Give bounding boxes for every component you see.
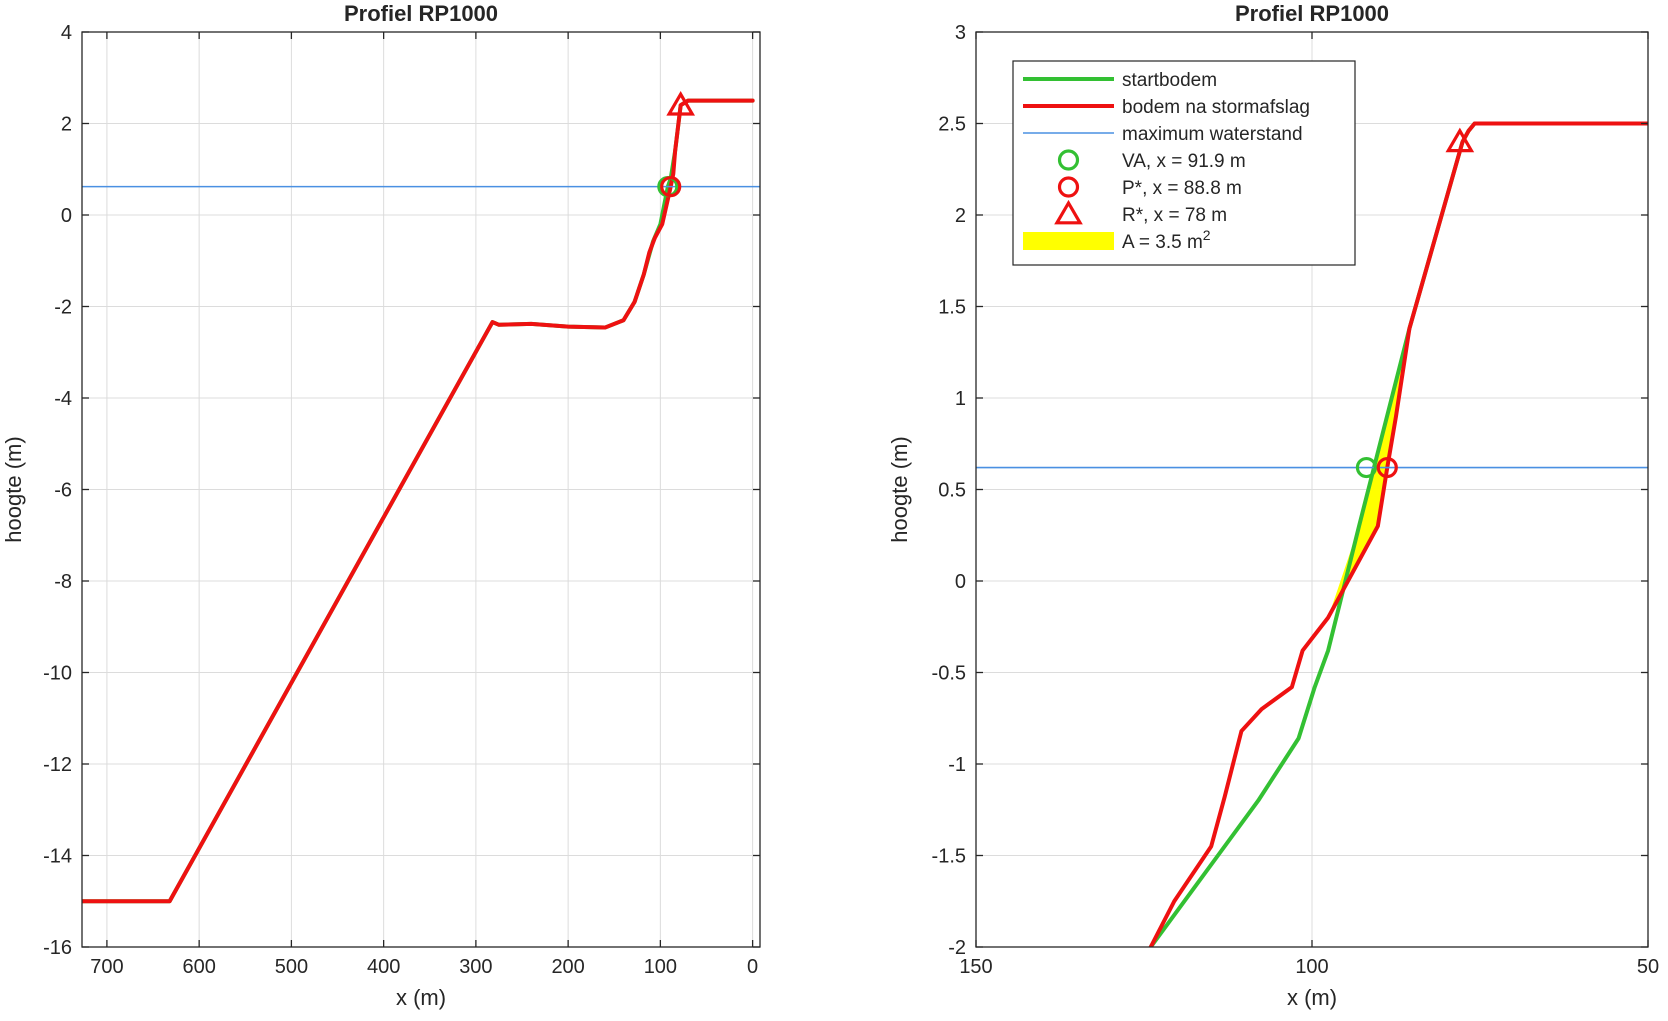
x-tick-label: 400	[367, 956, 400, 978]
x-tick-label: 600	[182, 956, 215, 978]
x-axis-label: x (m)	[396, 985, 446, 1010]
x-tick-label: 100	[644, 956, 677, 978]
y-tick-label: -1	[948, 754, 966, 776]
legend-label-text: P*, x = 88.8 m	[1122, 178, 1242, 199]
right-plot-panel: 150 100 50 -2 -1.5 -1 -0.5 0 0.5 1 1.5 2 2.5 3 Profiel…	[887, 1, 1659, 1010]
legend-label: bodem na stormafslag	[1122, 97, 1310, 118]
y-tick-label: 2.5	[938, 114, 966, 136]
y-tick-label: -2	[948, 937, 966, 959]
legend-label-text: startbodem	[1122, 70, 1217, 91]
legend-box	[1012, 60, 1356, 266]
chart-title: Profiel RP1000	[344, 1, 498, 26]
x-axis-label: x (m)	[1287, 985, 1337, 1010]
left-plot-panel: 700 600 500 400 300 200 100 0 -16 -14 -12 -10 -8 -6 -4…	[1, 1, 761, 1010]
y-tick-label: 4	[61, 22, 72, 44]
y-tick-label: -16	[43, 937, 72, 959]
legend-circle-marker	[1057, 176, 1080, 198]
legend-triangle-marker	[1054, 199, 1083, 225]
legend-label: maximum waterstand	[1122, 124, 1303, 145]
marker-pstar	[660, 176, 682, 198]
data-layer	[976, 121, 1648, 947]
marker-rstar	[666, 91, 696, 116]
y-tick-label: 2	[61, 114, 72, 136]
legend-label-superscript: 2	[1203, 227, 1211, 243]
x-tick-label: 500	[275, 956, 308, 978]
legend-area-swatch	[1023, 232, 1114, 250]
y-tick-label: -4	[54, 388, 72, 410]
x-tick-label: 100	[1295, 956, 1328, 978]
legend-label-text: VA, x = 91.9 m	[1122, 151, 1246, 172]
y-tick-label: 1.5	[938, 297, 966, 319]
y-tick-label: -2	[54, 297, 72, 319]
y-tick-label: 0	[955, 571, 966, 593]
y-tick-label: 0	[61, 205, 72, 227]
y-axis-label: hoogte (m)	[1, 436, 26, 542]
y-tick-label: -0.5	[932, 663, 966, 685]
legend-label: VA, x = 91.9 m	[1122, 151, 1246, 172]
y-tick-label: 1	[955, 388, 966, 410]
y-tick-label: -12	[43, 754, 72, 776]
marker-va	[1355, 456, 1378, 479]
y-tick-label: 0.5	[938, 480, 966, 502]
legend: startbodem bodem na stormafslag maximum wa…	[1012, 60, 1356, 266]
legend-label-text: R*, x = 78 m	[1122, 205, 1227, 226]
y-tick-label: -14	[43, 846, 72, 868]
marker-pstar	[1376, 456, 1398, 479]
data-layer	[82, 91, 760, 904]
marker-rstar	[1445, 127, 1475, 153]
legend-label: R*, x = 78 m	[1122, 205, 1227, 226]
y-tick-label: -1.5	[932, 846, 966, 868]
legend-label-text: maximum waterstand	[1122, 124, 1303, 145]
chart-title: Profiel RP1000	[1235, 1, 1389, 26]
legend-label-text: A = 3.5 m	[1122, 232, 1203, 253]
legend-circle-marker	[1057, 149, 1080, 171]
x-tick-label: 700	[90, 956, 123, 978]
y-tick-label: 2	[955, 205, 966, 227]
x-tick-label: 200	[551, 956, 584, 978]
y-tick-label: -10	[43, 663, 72, 685]
y-tick-label: -6	[54, 480, 72, 502]
legend-label-text: bodem na stormafslag	[1122, 97, 1310, 118]
x-tick-label: 0	[747, 956, 758, 978]
x-tick-label: 150	[959, 956, 992, 978]
y-tick-label: 3	[955, 22, 966, 44]
x-tick-label: 300	[459, 956, 492, 978]
y-tick-label: -8	[54, 571, 72, 593]
x-tick-label: 50	[1637, 956, 1659, 978]
legend-label: A = 3.5 m2	[1122, 227, 1211, 253]
legend-label: P*, x = 88.8 m	[1122, 178, 1242, 199]
y-axis-label: hoogte (m)	[887, 436, 912, 542]
series-line-stormafslag	[82, 98, 755, 904]
legend-label: startbodem	[1122, 70, 1217, 91]
